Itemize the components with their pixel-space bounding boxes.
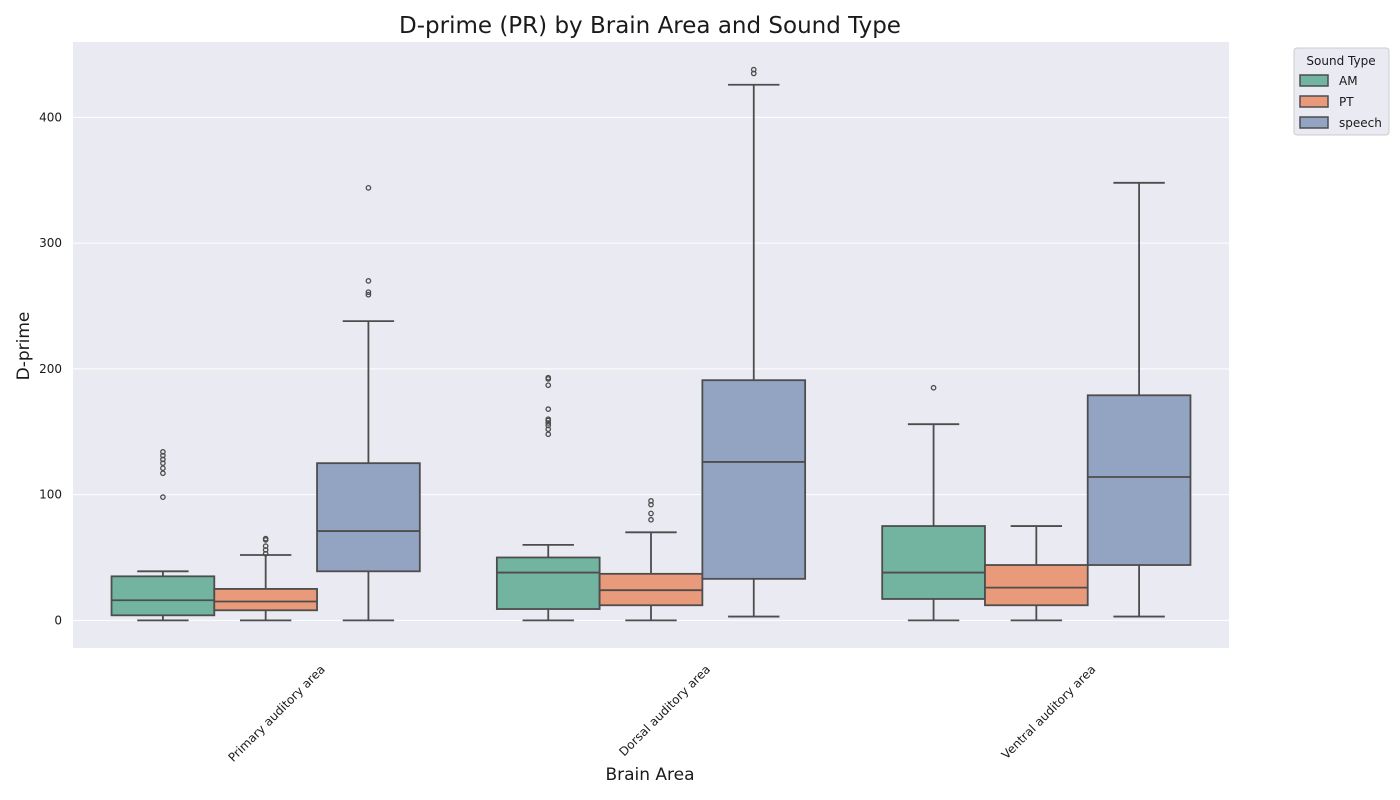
outlier-point xyxy=(365,184,372,191)
box-iqr xyxy=(984,564,1089,607)
box-PT-2 xyxy=(984,525,1089,622)
outlier-point xyxy=(930,384,937,391)
outlier-point xyxy=(160,494,166,500)
legend-label: speech xyxy=(1339,116,1382,130)
x-tick-label: Ventral auditory area xyxy=(999,662,1099,762)
legend-label: PT xyxy=(1339,95,1354,109)
y-tick-label: 200 xyxy=(39,362,62,376)
outlier-point xyxy=(750,66,757,73)
legend-swatch xyxy=(1299,116,1329,129)
chart-title: D-prime (PR) by Brain Area and Sound Typ… xyxy=(399,13,901,39)
outlier-point xyxy=(545,416,552,423)
outlier-point xyxy=(365,278,372,284)
box-PT-0 xyxy=(213,535,318,622)
legend-item-PT: PT xyxy=(1299,95,1354,109)
outlier-point xyxy=(545,374,552,381)
outlier-point xyxy=(648,516,654,523)
box-iqr xyxy=(495,556,601,610)
box-groups xyxy=(110,66,1192,622)
box-iqr xyxy=(110,575,216,617)
x-tick-label: Dorsal auditory area xyxy=(616,662,713,759)
x-axis-label: Brain Area xyxy=(605,765,694,785)
box-AM-1 xyxy=(495,374,601,622)
box-iqr xyxy=(1086,394,1192,566)
outlier-point xyxy=(365,291,372,298)
box-iqr xyxy=(701,379,807,580)
box-speech-1 xyxy=(701,66,807,618)
y-tick-label: 0 xyxy=(54,613,62,627)
legend-swatch xyxy=(1299,74,1329,87)
outlier-point xyxy=(648,510,654,517)
outlier-point xyxy=(648,498,654,504)
box-AM-2 xyxy=(881,384,986,622)
box-PT-1 xyxy=(598,498,704,622)
box-iqr xyxy=(316,462,421,573)
box-speech-2 xyxy=(1086,181,1192,618)
y-tick-label: 100 xyxy=(39,488,62,502)
legend-label: AM xyxy=(1339,74,1358,88)
y-tick-label: 300 xyxy=(39,236,62,250)
outlier-point xyxy=(365,289,372,296)
legend-frame xyxy=(1293,47,1390,136)
x-tick-label: Primary auditory area xyxy=(225,662,327,764)
y-axis-label: D-prime xyxy=(14,312,34,381)
legend-swatch xyxy=(1299,95,1329,108)
box-iqr xyxy=(881,525,986,600)
box-speech-0 xyxy=(316,184,421,622)
outlier-point xyxy=(160,449,166,455)
box-iqr xyxy=(213,588,318,612)
legend: Sound Type AM PT speech xyxy=(1293,47,1390,136)
legend-title: Sound Type xyxy=(1306,54,1375,68)
legend-items: AM PT speech xyxy=(1299,74,1382,130)
outlier-point xyxy=(545,406,552,412)
outlier-point xyxy=(262,535,269,542)
box-AM-0 xyxy=(110,449,216,622)
y-tick-label: 400 xyxy=(39,110,62,124)
legend-item-AM: AM xyxy=(1299,74,1358,88)
x-tick-labels: Primary auditory area Dorsal auditory are… xyxy=(225,662,1098,764)
outlier-point xyxy=(545,382,552,389)
y-tick-labels: 0 100 200 300 400 xyxy=(39,110,62,627)
outlier-point xyxy=(262,543,269,550)
legend-item-speech: speech xyxy=(1299,116,1382,130)
